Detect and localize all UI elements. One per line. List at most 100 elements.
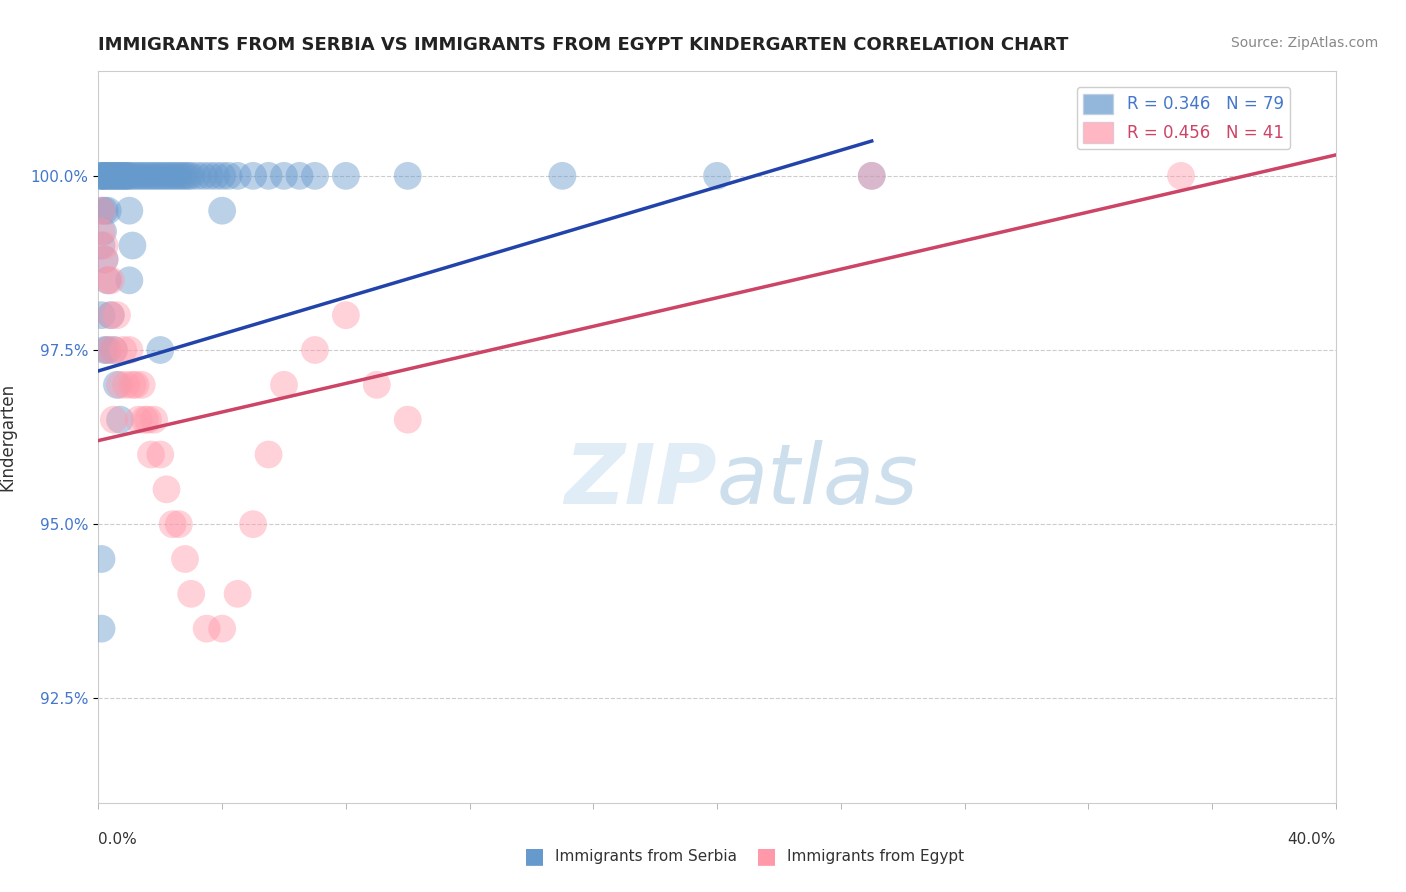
Text: atlas: atlas [717, 441, 918, 522]
Point [96, 169, 118, 183]
Point [103, 343, 125, 357]
Point [273, 377, 295, 392]
Point [91, 225, 114, 239]
Point [128, 169, 150, 183]
Point [97, 203, 120, 218]
Point [90, 308, 112, 322]
Point [146, 169, 169, 183]
Text: Immigrants from Egypt: Immigrants from Egypt [787, 849, 965, 863]
Point [128, 412, 150, 426]
Point [100, 308, 122, 322]
Point [149, 169, 172, 183]
Point [174, 552, 197, 566]
Point [111, 169, 132, 183]
Point [90, 203, 112, 218]
Point [304, 169, 326, 183]
Point [139, 169, 162, 183]
Point [396, 412, 419, 426]
Point [124, 169, 146, 183]
Point [177, 169, 200, 183]
Point [90, 169, 112, 183]
Point [860, 169, 883, 183]
Point [257, 448, 280, 462]
Point [217, 169, 239, 183]
Point [195, 622, 218, 636]
Point [180, 169, 202, 183]
Point [124, 377, 146, 392]
Point [167, 517, 190, 532]
Point [335, 308, 357, 322]
Point [90, 238, 112, 252]
Point [396, 169, 419, 183]
Point [93, 238, 115, 252]
Point [706, 169, 728, 183]
Point [304, 343, 326, 357]
Point [108, 412, 131, 426]
Point [108, 169, 131, 183]
Point [105, 377, 128, 392]
Point [118, 273, 141, 287]
Point [134, 169, 156, 183]
Point [139, 448, 162, 462]
Point [107, 169, 129, 183]
Point [93, 252, 115, 267]
Point [1170, 169, 1192, 183]
Point [97, 169, 120, 183]
Point [118, 169, 141, 183]
Point [136, 169, 159, 183]
Text: 0.0%: 0.0% [98, 832, 138, 847]
Point [121, 169, 143, 183]
Point [152, 169, 174, 183]
Point [97, 273, 120, 287]
Point [162, 517, 184, 532]
Point [335, 169, 357, 183]
Point [242, 169, 264, 183]
Point [117, 169, 139, 183]
Point [93, 252, 115, 267]
Point [174, 169, 197, 183]
Point [257, 169, 280, 183]
Point [366, 377, 388, 392]
Point [170, 169, 193, 183]
Point [90, 552, 112, 566]
Point [143, 169, 166, 183]
Point [205, 169, 228, 183]
Point [103, 169, 125, 183]
Point [186, 169, 208, 183]
Point [211, 169, 233, 183]
Point [90, 203, 112, 218]
Point [97, 343, 120, 357]
Text: 40.0%: 40.0% [1288, 832, 1336, 847]
Point [193, 169, 215, 183]
Point [226, 587, 249, 601]
Text: Source: ZipAtlas.com: Source: ZipAtlas.com [1230, 36, 1378, 50]
Text: IMMIGRANTS FROM SERBIA VS IMMIGRANTS FROM EGYPT KINDERGARTEN CORRELATION CHART: IMMIGRANTS FROM SERBIA VS IMMIGRANTS FRO… [98, 36, 1069, 54]
Point [149, 448, 172, 462]
Point [98, 169, 121, 183]
Point [149, 343, 172, 357]
Point [198, 169, 221, 183]
Point [131, 377, 153, 392]
Point [115, 377, 138, 392]
Point [105, 169, 128, 183]
Point [860, 169, 883, 183]
Point [100, 273, 122, 287]
Point [118, 343, 141, 357]
Point [115, 169, 138, 183]
Point [97, 273, 120, 287]
Point [118, 203, 141, 218]
Point [90, 169, 112, 183]
Point [211, 203, 233, 218]
Point [112, 343, 135, 357]
Point [100, 169, 122, 183]
Text: ■: ■ [756, 847, 776, 866]
Point [108, 377, 131, 392]
Point [180, 587, 202, 601]
Point [104, 169, 127, 183]
Text: ZIP: ZIP [564, 441, 717, 522]
Point [97, 343, 120, 357]
Point [131, 169, 153, 183]
Point [167, 169, 190, 183]
Point [226, 169, 249, 183]
Point [288, 169, 311, 183]
